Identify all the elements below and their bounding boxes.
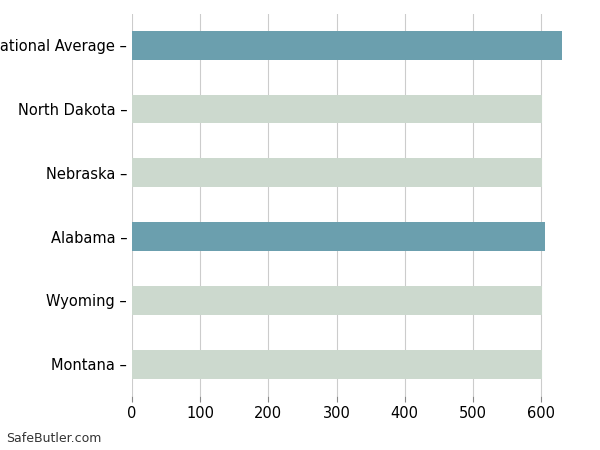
Bar (132, 222, 545, 251)
Bar (132, 94, 542, 123)
Text: SafeButler.com: SafeButler.com (6, 432, 101, 446)
Bar (132, 286, 542, 315)
Bar (132, 350, 542, 378)
Bar (132, 158, 542, 187)
Bar (132, 31, 562, 59)
